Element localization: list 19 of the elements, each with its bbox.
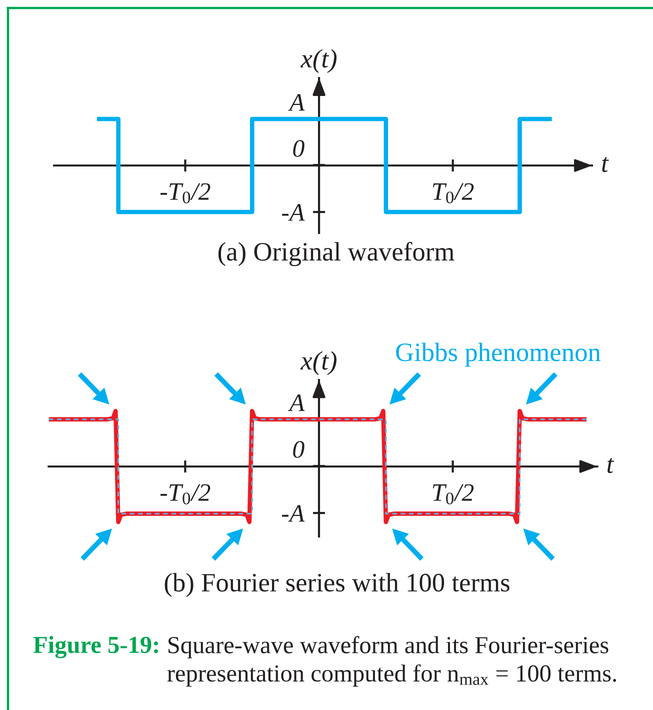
annotation: 0 — [293, 441, 304, 458]
x-tick-label: T$_{0}$/2 — [432, 484, 474, 504]
x-axis-title: t — [607, 458, 614, 474]
x-tick-label: -T$_{0}$/2 — [160, 183, 210, 204]
annotation: -A — [282, 204, 305, 221]
annotation: 0 — [293, 140, 304, 157]
text: Gibbs phenomenon — [396, 342, 601, 367]
annotation: A — [288, 94, 305, 111]
annotation: A — [288, 394, 305, 411]
annotation: -A — [282, 505, 305, 522]
y-axis-title: x(t) — [300, 351, 336, 376]
x-tick-label: T$_{0}$/2 — [432, 183, 474, 204]
y-axis-title: x(t) — [300, 49, 337, 73]
text: Square-wave waveform and its Fourier-series representation computed for n$_{max}$ = 100 terms. — [167, 636, 616, 687]
caption: Figure 5-19: — [33, 636, 158, 658]
x-axis-title: t — [602, 156, 609, 172]
text: (b) Fourier series with 100 terms — [164, 573, 510, 597]
text: (a) Original waveform — [218, 242, 454, 266]
x-tick-label: -T$_{0}$/2 — [160, 484, 210, 504]
